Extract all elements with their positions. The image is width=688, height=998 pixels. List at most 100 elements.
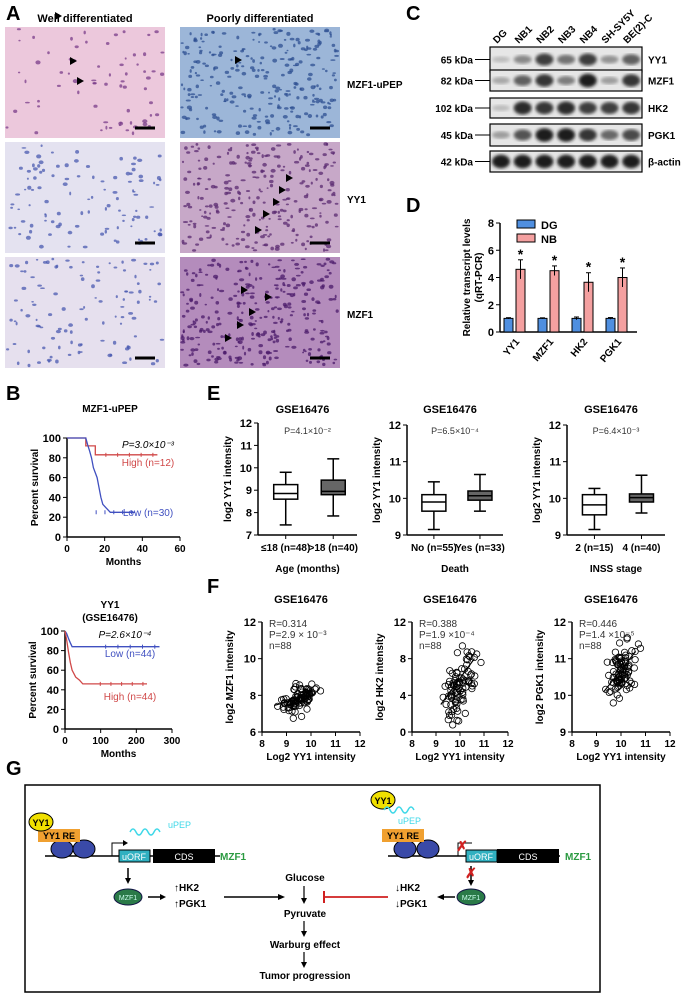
ihc-background: [180, 27, 340, 138]
series-label: High (n=12): [122, 458, 175, 469]
nucleus-dot: [259, 61, 262, 65]
nucleus-dot: [138, 179, 144, 183]
arrowhead-marker-icon: [241, 286, 248, 294]
nucleus-dot: [226, 151, 230, 155]
nucleus-dot: [332, 298, 337, 301]
nucleus-dot: [263, 315, 268, 319]
data-point: [614, 660, 622, 669]
panel-label-d: D: [406, 195, 420, 217]
data-point: [630, 664, 638, 672]
nucleus-dot: [126, 345, 130, 349]
nucleus-dot: [309, 235, 313, 239]
nucleus-dot: [79, 308, 84, 311]
nucleus-dot: [329, 260, 335, 264]
nucleus-dot: [133, 335, 137, 338]
nucleus-dot: [136, 282, 140, 285]
nucleus-dot: [236, 304, 240, 308]
nucleus-dot: [309, 360, 312, 364]
x-tick-label: 20: [99, 544, 111, 555]
nucleus-dot: [70, 36, 73, 41]
nucleus-dot: [197, 159, 201, 162]
nucleus-dot: [245, 144, 249, 147]
nucleus-dot: [204, 33, 208, 36]
nucleus-dot: [57, 327, 62, 331]
row-label-yy1: YY1: [347, 195, 366, 206]
nucleus-dot: [228, 187, 233, 191]
nucleus-dot: [254, 241, 258, 244]
significance-star: *: [586, 259, 592, 275]
nucleus-dot: [207, 330, 213, 334]
nucleus-dot: [265, 225, 269, 228]
ihc-images: [5, 12, 340, 368]
nucleus-dot: [286, 219, 290, 222]
nucleus-dot: [281, 73, 285, 77]
box-plot: 9 10 11 12 log2 YY1 intensity GSE16476 P=6.4×1…: [532, 404, 665, 575]
upep-label: uPEP: [398, 816, 421, 826]
nucleus-dot: [326, 200, 332, 204]
box-plot: 7 8 9 10 11 12 log2 YY1 intensity GSE16476 P=4.1…: [223, 404, 358, 575]
mzf1-gene-label: MZF1: [565, 852, 592, 863]
y-tick-label: 2: [488, 300, 494, 312]
nucleus-dot: [185, 99, 191, 102]
x-tick-label: 8: [569, 739, 575, 750]
chart-title: GSE16476: [423, 404, 477, 416]
nucleus-dot: [125, 129, 130, 132]
nucleus-dot: [217, 288, 219, 292]
nucleus-dot: [195, 273, 198, 278]
nucleus-dot: [246, 232, 251, 237]
nucleus-dot: [225, 267, 230, 271]
nucleus-dot: [148, 295, 152, 298]
nucleus-dot: [315, 300, 320, 304]
nucleus-dot: [235, 68, 240, 72]
nucleus-dot: [65, 259, 70, 262]
nucleus-dot: [272, 84, 277, 89]
nucleus-dot: [122, 219, 125, 222]
nucleus-dot: [127, 180, 132, 183]
nucleus-dot: [155, 184, 160, 186]
x-axis-label: Log2 YY1 intensity: [576, 752, 666, 763]
y-tick-label: 12: [244, 617, 256, 629]
nucleus-dot: [280, 242, 285, 246]
nucleus-dot: [322, 112, 327, 117]
nucleus-dot: [108, 126, 113, 129]
nucleus-dot: [17, 71, 21, 74]
pgk1-up-label: ↑PGK1: [174, 899, 207, 910]
nucleus-dot: [180, 42, 184, 44]
stat-label: n=88: [579, 641, 602, 652]
nucleus-dot: [210, 184, 216, 189]
nucleus-dot: [183, 87, 186, 91]
nucleus-dot: [250, 363, 254, 366]
nucleus-dot: [265, 350, 271, 355]
blot-band: [535, 128, 554, 142]
series-label: Low (n=44): [105, 649, 155, 660]
chart-title: GSE16476: [276, 404, 330, 416]
nucleus-dot: [326, 269, 330, 272]
nucleus-dot: [230, 198, 236, 203]
blot-band: [600, 55, 619, 64]
blot-band: [600, 154, 619, 169]
nucleus-dot: [318, 320, 323, 322]
nucleus-dot: [240, 230, 246, 234]
box-plot: 9 10 11 12 log2 YY1 intensity GSE16476 P=6.5×1…: [372, 404, 505, 575]
nucleus-dot: [287, 306, 292, 309]
data-point: [458, 665, 466, 673]
y-tick-label: 12: [554, 617, 566, 629]
nucleus-dot: [284, 63, 290, 67]
nucleus-dot: [149, 262, 155, 266]
nucleus-dot: [180, 341, 186, 344]
nucleus-dot: [34, 131, 39, 135]
data-point: [605, 671, 613, 680]
yy1-label: YY1: [374, 796, 391, 806]
nucleus-dot: [309, 280, 314, 285]
nucleus-dot: [277, 104, 280, 109]
nucleus-dot: [115, 240, 120, 244]
data-point: [449, 721, 457, 729]
upep-peptide-icon: [383, 806, 415, 814]
arrowhead-icon: [278, 894, 285, 900]
nucleus-dot: [273, 321, 278, 324]
nucleus-dot: [106, 204, 111, 208]
warburg-label: Warburg effect: [270, 940, 341, 951]
nucleus-dot: [322, 362, 326, 367]
nucleus-dot: [294, 262, 300, 266]
nucleus-dot: [122, 30, 126, 34]
